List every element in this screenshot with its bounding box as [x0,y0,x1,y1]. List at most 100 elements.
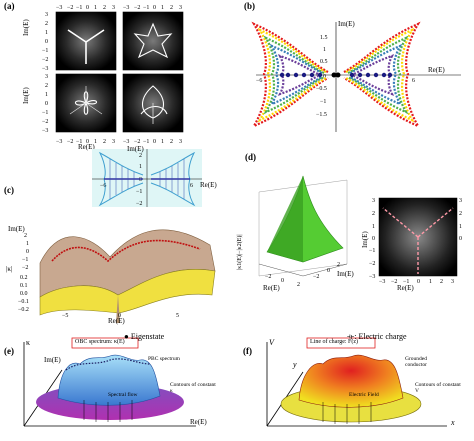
c-top-ylabel: Im(E) [127,145,144,153]
svg-text:3: 3 [372,198,375,204]
svg-text:3: 3 [45,12,48,18]
e-re: Re(E) [190,418,207,426]
svg-text:−1: −1 [143,139,149,145]
a-mid-ticks: −3 −2 −1 0 1 2 3 −3 −2 −1 0 1 2 3 [56,139,182,145]
svg-text:2: 2 [297,282,300,288]
panel-e: (e) ● Eigenstate OBC spectrum: κ(E) PBC … [0,330,237,436]
svg-text:0: 0 [45,39,48,45]
d-right-ticks: 3 2 1 0 −1 −2 −3 −3 −2 −1 0 1 2 3 3 2 1 0 [369,198,462,285]
f-V: V [269,338,274,347]
f-grounded: Grounded conductor [405,356,427,368]
c-eigen-line [51,239,201,263]
svg-text:2: 2 [45,21,48,27]
svg-text:−1: −1 [42,110,48,116]
svg-text:3: 3 [179,5,182,11]
svg-text:0: 0 [459,236,462,242]
svg-text:−3: −3 [379,279,385,285]
subplot-a4 [122,73,184,133]
b-right-spectrum [343,21,421,129]
svg-text:6: 6 [190,183,193,189]
svg-text:−1: −1 [143,5,149,11]
c-bottom-ylabel: Im(E) [8,225,25,233]
svg-text:−0.1: −0.1 [18,299,29,305]
panel-b: (b) Im(E) Re(E) 1.5 1 0.5 0 −0.5 −1 −1.5… [236,0,474,140]
panel-a: (a) [0,0,235,151]
svg-text:−6: −6 [256,78,262,84]
svg-text:−3: −3 [369,274,375,280]
e-kappa: κ [26,338,31,347]
svg-text:−0.2: −0.2 [18,307,29,313]
svg-text:3: 3 [112,5,115,11]
c-top-xlabel: Re(E) [200,181,217,189]
d-xlabel: Re(E) [263,284,280,292]
svg-text:−2: −2 [136,201,142,207]
svg-text:0: 0 [26,249,29,255]
svg-text:−3: −3 [56,139,62,145]
a-ylabel-top: Im(E) [22,19,30,36]
svg-text:−1: −1 [136,189,142,195]
svg-text:0: 0 [45,101,48,107]
svg-text:1: 1 [323,47,326,53]
d-ticks: −2 0 2 −2 0 2 [265,262,340,288]
svg-text:2: 2 [337,262,340,268]
e-pbc: PBC spectrum [148,356,180,362]
svg-text:−2: −2 [42,57,48,63]
subplot-a1 [55,11,117,71]
b-ylabel: Im(E) [338,20,355,28]
subplot-a2 [122,11,184,71]
svg-text:2: 2 [170,139,173,145]
e-contours: Contours of constant κ [170,382,216,394]
svg-text:2: 2 [440,279,443,285]
panel-label-f: (f) [243,346,252,356]
panel-a-plots: −3 −2 −1 0 1 2 3 −3 −2 −1 0 1 2 3 −3 −2 −1 0 1 2 3 −3 −2 −1 0… [42,5,184,145]
svg-text:1: 1 [94,5,97,11]
f-blob [298,354,404,408]
e-flow: Spectral flow [108,392,138,398]
a-left-ticks: 3 2 1 0 −1 −2 −3 3 2 1 0 −1 −2 −3 [42,12,48,134]
d-right-ylabel: Im(E) [361,231,369,248]
svg-text:1: 1 [459,224,462,230]
svg-text:0.1: 0.1 [20,283,28,289]
panel-c: (c) Im(E) Re(E) Im(E) |κ| Re(E) 2 1 0 −1… [0,145,237,330]
panel-b-plot: 1.5 1 0.5 0 −0.5 −1 −1.5 −6 6 [251,21,461,132]
svg-text:0.2: 0.2 [20,275,28,281]
svg-text:1: 1 [94,139,97,145]
svg-text:−2: −2 [22,265,28,271]
e-obc: OBC spectrum: κ(E) [75,339,125,345]
b-xlabel: Re(E) [428,66,445,74]
svg-text:1: 1 [45,92,48,98]
panel-label-e: (e) [4,346,14,356]
svg-text:0: 0 [86,139,89,145]
svg-text:−2: −2 [265,274,271,280]
f-contours: Contours of constant V [415,382,461,394]
svg-text:−6: −6 [100,183,106,189]
svg-text:2: 2 [139,153,142,159]
c-top-spectrum [98,151,196,207]
svg-text:0: 0 [139,177,142,183]
svg-text:2: 2 [372,211,375,217]
panel-f: (f) ⟛: Electric charge Line of charge: F… [237,330,474,436]
d-ylabel: Im(E) [337,270,354,278]
svg-text:0.0: 0.0 [20,291,28,297]
svg-text:−3: −3 [56,5,62,11]
svg-text:−1: −1 [76,139,82,145]
svg-text:2: 2 [103,5,106,11]
svg-text:0: 0 [153,5,156,11]
svg-text:0: 0 [417,279,420,285]
svg-text:−1: −1 [403,279,409,285]
svg-text:1: 1 [161,5,164,11]
svg-text:1: 1 [45,30,48,36]
panel-d: (d) |κ1(E)|−|κ2(E)| Re(E) Im(E) Im(E) Re… [237,152,474,302]
svg-text:0: 0 [86,5,89,11]
svg-text:−3: −3 [42,66,48,72]
svg-text:1.5: 1.5 [320,35,328,41]
svg-text:−2: −2 [67,139,73,145]
svg-text:−2: −2 [42,119,48,125]
f-legend: ⟛: Electric charge [347,332,407,341]
c-bottom-zlabel: |κ| [6,265,13,273]
c-top-hatch [109,159,185,199]
d-zlabel: |κ1(E)|−|κ2(E)| [237,234,243,270]
svg-text:−2: −2 [369,261,375,267]
svg-text:−1: −1 [320,99,326,105]
svg-text:2: 2 [459,211,462,217]
